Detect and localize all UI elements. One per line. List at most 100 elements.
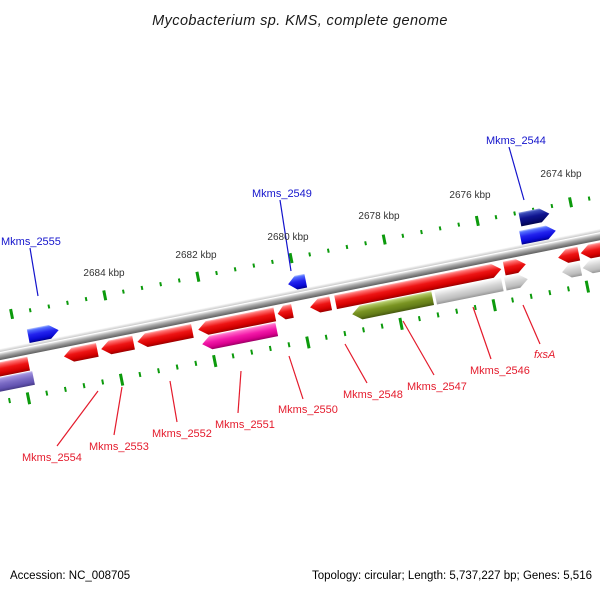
gene-arrow-Mkms_2544[interactable] (518, 207, 551, 227)
minor-tick-inner (362, 327, 365, 333)
scale-ticks (8, 196, 591, 405)
scale-label: 2684 kbp (83, 268, 125, 279)
minor-tick-inner (287, 342, 291, 348)
major-tick-outer (288, 252, 294, 264)
gene-arrow[interactable] (519, 224, 557, 245)
minor-tick-outer (215, 270, 218, 276)
page-title: Mycobacterium sp. KMS, complete genome (152, 13, 448, 29)
minor-tick-inner (436, 312, 440, 318)
label-line-Mkms_2551 (237, 370, 242, 414)
major-tick-inner (25, 392, 32, 405)
label-line-Mkms_2552 (169, 380, 178, 423)
label-line-Mkms_2547 (402, 320, 435, 376)
minor-tick-outer (28, 308, 32, 313)
minor-tick-inner (343, 330, 347, 337)
minor-tick-outer (587, 196, 591, 201)
label-line-Mkms_2544 (508, 146, 525, 201)
gene-arrow-Mkms_2555[interactable] (26, 323, 60, 344)
scale-label: 2682 kbp (175, 250, 217, 261)
minor-tick-outer (84, 296, 88, 302)
gene-label-Mkms_2544[interactable]: Mkms_2544 (486, 135, 546, 147)
gene-label-Mkms_2551[interactable]: Mkms_2551 (215, 419, 275, 431)
topology-text: Topology: circular; Length: 5,737,227 bp… (311, 570, 592, 582)
scale-label: 2678 kbp (358, 211, 400, 222)
major-tick-inner (118, 373, 125, 386)
minor-tick-outer (401, 233, 405, 238)
minor-tick-inner (250, 349, 254, 355)
major-tick-inner (212, 354, 218, 368)
major-tick-outer (568, 197, 573, 208)
minor-tick-outer (494, 215, 498, 220)
gene-arrow[interactable] (100, 335, 135, 356)
minor-tick-outer (121, 289, 125, 294)
gene-arrow[interactable] (561, 261, 583, 279)
gene-label-Mkms_2555[interactable]: Mkms_2555 (1, 236, 61, 248)
gene-label-Mkms_2550[interactable]: Mkms_2550 (278, 404, 338, 416)
gene-arrow[interactable] (136, 324, 194, 349)
gene-arrow[interactable] (276, 304, 294, 321)
gene-label-Mkms_2548[interactable]: Mkms_2548 (343, 389, 403, 401)
gene-arrow[interactable] (0, 356, 31, 378)
gene-label-Mkms_2549[interactable]: Mkms_2549 (252, 188, 312, 200)
label-line-Mkms_2549 (279, 199, 292, 272)
label-line-Mkms_2546 (472, 306, 492, 360)
gene-label-Mkms_2554[interactable]: Mkms_2554 (22, 452, 82, 464)
gene-arrow[interactable] (0, 371, 35, 393)
minor-tick-outer (66, 300, 69, 305)
label-line-Mkms_2548 (344, 343, 368, 384)
minor-tick-inner (45, 390, 49, 396)
gene-arrow[interactable] (581, 256, 600, 275)
minor-tick-inner (194, 360, 198, 366)
major-tick-outer (102, 290, 108, 301)
minor-tick-inner (417, 316, 421, 322)
minor-tick-inner (8, 397, 11, 404)
label-line-Mkms_2555 (29, 247, 39, 297)
gene-arrow[interactable] (502, 257, 527, 276)
gene-arrow-Mkms_2546[interactable] (434, 277, 504, 305)
minor-tick-inner (511, 297, 515, 303)
major-tick-inner (398, 317, 404, 331)
gene-arrow[interactable] (63, 343, 99, 363)
minor-tick-outer (364, 241, 367, 246)
major-tick-inner (584, 280, 591, 293)
minor-tick-inner (566, 286, 570, 292)
gene-arrow[interactable] (579, 241, 600, 260)
minor-tick-inner (548, 289, 552, 296)
minor-tick-inner (324, 334, 328, 340)
minor-tick-outer (420, 229, 423, 235)
minor-tick-outer (233, 267, 237, 272)
label-line-Mkms_2553 (113, 386, 123, 436)
label-lines (29, 146, 541, 447)
minor-tick-inner (175, 364, 179, 370)
minor-tick-outer (308, 252, 312, 257)
minor-tick-inner (268, 345, 272, 352)
label-line-fxsA (522, 304, 541, 345)
scale-label: 2680 kbp (267, 232, 309, 243)
gene-label-fxsA[interactable]: fxsA (534, 349, 555, 361)
label-line-Mkms_2550 (288, 355, 304, 400)
minor-tick-inner (529, 293, 533, 299)
scale-label: 2676 kbp (449, 190, 491, 201)
gene-arrow-Mkms_2547[interactable] (351, 291, 435, 321)
minor-tick-outer (252, 263, 256, 268)
gene-arrow[interactable] (557, 246, 581, 265)
gene-arrow-Mkms_2551[interactable] (201, 322, 279, 351)
scale-labels: 2684 kbp 2682 kbp 2680 kbp 2678 kbp 2676 kbp… (83, 169, 582, 279)
minor-tick-inner (473, 304, 477, 311)
major-tick-outer (474, 215, 480, 227)
major-tick-outer (9, 308, 15, 320)
gene-arrow[interactable] (197, 307, 277, 337)
minor-tick-outer (326, 248, 330, 253)
gene-arrow-Mkms_2548[interactable] (334, 262, 502, 310)
minor-tick-inner (138, 371, 142, 378)
gene-label-Mkms_2547[interactable]: Mkms_2547 (407, 381, 467, 393)
label-line-Mkms_2554 (56, 390, 99, 447)
gene-label-Mkms_2552[interactable]: Mkms_2552 (152, 428, 212, 440)
backbone-track-highlight (0, 222, 600, 356)
gene-arrow-Mkms_2549[interactable] (287, 273, 308, 291)
gene-arrow-fxsA[interactable] (503, 272, 529, 291)
gene-label-Mkms_2546[interactable]: Mkms_2546 (470, 365, 530, 377)
gene-label-Mkms_2553[interactable]: Mkms_2553 (89, 441, 149, 453)
major-tick-inner (491, 299, 497, 312)
gene-arrow[interactable] (309, 296, 333, 314)
